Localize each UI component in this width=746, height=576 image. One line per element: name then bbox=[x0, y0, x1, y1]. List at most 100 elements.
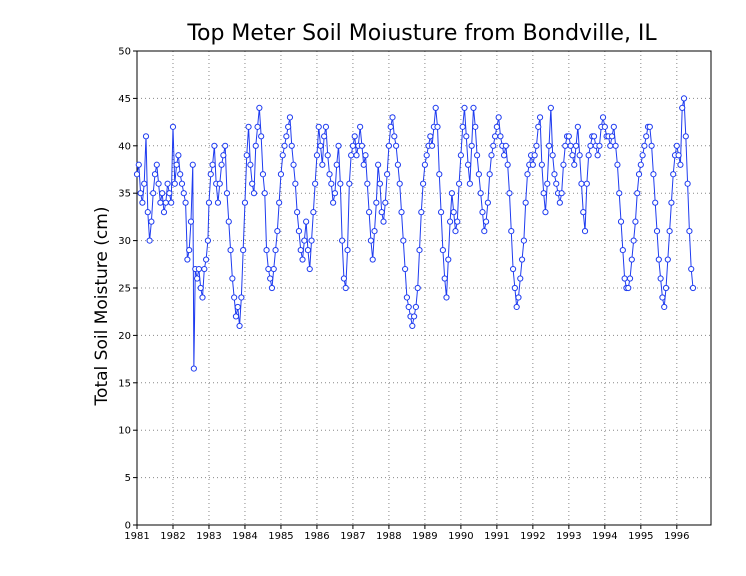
data-point bbox=[299, 256, 306, 263]
data-point bbox=[652, 199, 659, 206]
data-point bbox=[331, 190, 339, 197]
data-point bbox=[416, 246, 423, 254]
data-point bbox=[216, 180, 223, 187]
data-point bbox=[303, 218, 310, 225]
data-point bbox=[162, 199, 169, 206]
data-point bbox=[628, 256, 635, 263]
data-point bbox=[348, 152, 355, 159]
data-point bbox=[538, 161, 545, 168]
data-point bbox=[599, 114, 607, 121]
data-point bbox=[357, 123, 364, 130]
data-point bbox=[151, 171, 159, 178]
data-point bbox=[396, 180, 403, 187]
data-point bbox=[664, 256, 671, 263]
data-point bbox=[211, 142, 218, 149]
data-point bbox=[689, 284, 697, 292]
data-point bbox=[670, 171, 677, 178]
data-point bbox=[646, 123, 653, 130]
x-tick-label: 1994 bbox=[592, 531, 617, 542]
y-tick-label: 50 bbox=[118, 47, 131, 58]
data-point bbox=[504, 161, 511, 168]
data-point bbox=[194, 275, 201, 282]
data-point bbox=[328, 180, 335, 187]
data-point bbox=[508, 228, 515, 235]
x-tick-label: 1993 bbox=[556, 531, 581, 542]
x-tick-label: 1989 bbox=[412, 531, 437, 542]
data-point bbox=[617, 218, 625, 225]
data-point bbox=[209, 161, 216, 168]
data-point bbox=[630, 237, 637, 244]
data-point bbox=[463, 133, 470, 140]
data-point bbox=[265, 265, 272, 273]
data-point bbox=[326, 171, 333, 178]
data-point bbox=[556, 199, 563, 206]
data-point bbox=[567, 142, 574, 149]
data-point bbox=[272, 246, 279, 254]
data-point bbox=[190, 365, 197, 372]
data-point bbox=[337, 180, 344, 187]
data-point bbox=[488, 152, 495, 159]
data-point bbox=[169, 123, 177, 130]
data-point bbox=[547, 104, 554, 111]
data-point bbox=[635, 171, 643, 178]
data-point bbox=[418, 209, 425, 216]
data-point bbox=[380, 218, 387, 225]
data-point bbox=[344, 246, 351, 254]
data-point bbox=[513, 303, 520, 311]
data-point bbox=[153, 161, 160, 168]
data-point bbox=[281, 142, 288, 149]
data-point bbox=[455, 180, 463, 187]
x-tick-label: 1984 bbox=[232, 531, 257, 542]
data-point bbox=[576, 152, 583, 159]
data-point bbox=[274, 228, 281, 235]
data-point bbox=[653, 228, 661, 235]
x-tick-label: 1981 bbox=[124, 531, 149, 542]
data-point bbox=[137, 190, 144, 197]
data-point bbox=[308, 237, 315, 244]
data-point bbox=[160, 209, 168, 216]
data-point bbox=[468, 142, 475, 149]
x-tick-label: 1987 bbox=[340, 531, 365, 542]
data-point bbox=[261, 190, 268, 197]
data-point bbox=[411, 313, 418, 320]
data-point bbox=[394, 161, 402, 168]
data-point bbox=[517, 275, 524, 282]
data-point bbox=[565, 133, 572, 140]
data-point bbox=[400, 237, 407, 244]
data-point bbox=[470, 104, 477, 111]
data-point bbox=[661, 303, 668, 311]
data-point bbox=[402, 265, 409, 273]
data-point bbox=[360, 161, 367, 168]
x-tick-label: 1986 bbox=[304, 531, 329, 542]
data-point bbox=[384, 171, 391, 178]
data-point bbox=[385, 142, 393, 149]
data-point bbox=[236, 322, 243, 330]
data-point bbox=[464, 161, 472, 168]
data-point bbox=[250, 190, 258, 197]
data-point bbox=[403, 294, 411, 301]
data-point bbox=[349, 142, 357, 149]
data-point bbox=[574, 123, 581, 130]
data-point bbox=[459, 123, 466, 130]
x-tick-label: 1985 bbox=[268, 531, 293, 542]
data-point bbox=[322, 123, 330, 130]
data-point bbox=[601, 123, 608, 130]
data-point bbox=[324, 152, 331, 159]
x-tick-label: 1988 bbox=[376, 531, 401, 542]
y-axis-label: Total Soil Moisture (cm) bbox=[92, 207, 112, 407]
data-point bbox=[684, 180, 691, 187]
data-point bbox=[612, 142, 619, 149]
data-point bbox=[482, 218, 490, 225]
data-point bbox=[639, 152, 646, 159]
data-point bbox=[637, 161, 644, 168]
y-tick-label: 20 bbox=[118, 331, 131, 342]
data-point bbox=[572, 142, 580, 149]
data-point bbox=[277, 171, 285, 178]
data-point bbox=[479, 209, 486, 216]
data-point bbox=[375, 161, 382, 168]
data-point bbox=[432, 104, 439, 111]
data-point bbox=[186, 246, 193, 254]
data-point bbox=[434, 123, 441, 130]
data-point bbox=[173, 161, 180, 168]
